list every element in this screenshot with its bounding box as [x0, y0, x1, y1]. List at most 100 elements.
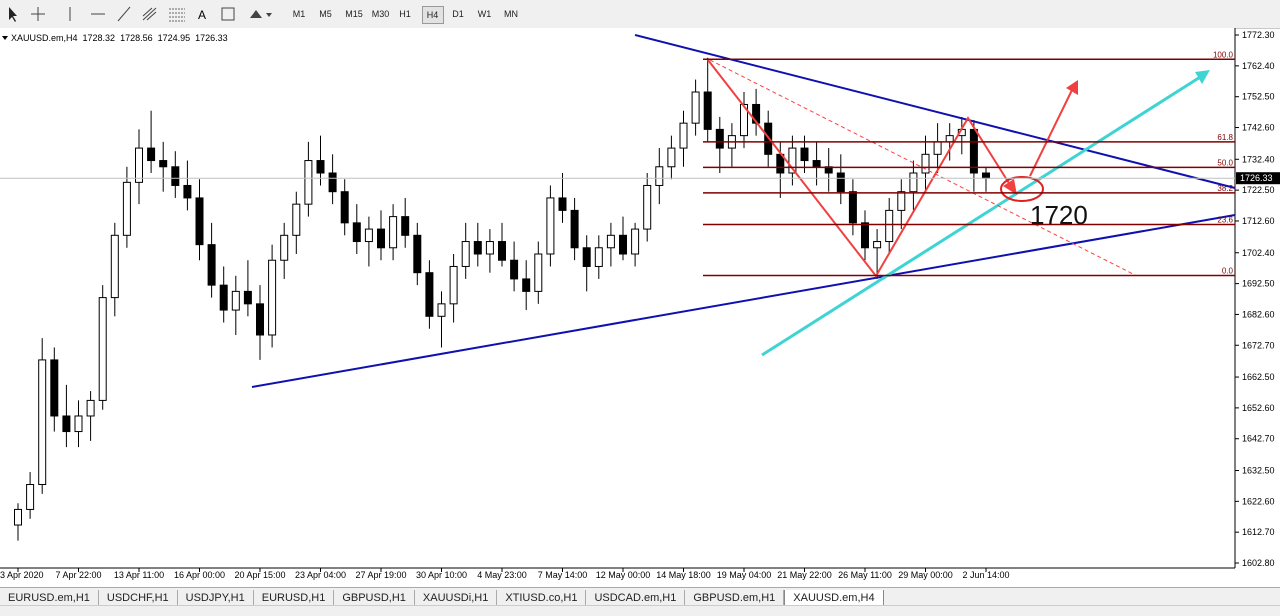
candle-body	[461, 241, 470, 267]
timeframe-button[interactable]: H4	[421, 6, 444, 24]
candle-body	[14, 508, 22, 526]
header-high: 1728.56	[120, 33, 153, 43]
x-tick-label: 7 Apr 22:00	[55, 570, 101, 580]
candle-body	[122, 181, 131, 236]
timeframe-button[interactable]: H1	[399, 9, 411, 19]
candle-body	[110, 234, 119, 299]
x-tick-label: 20 Apr 15:00	[234, 570, 285, 580]
y-tick-label: 1702.40	[1242, 248, 1275, 258]
y-tick-label: 1632.50	[1242, 465, 1275, 475]
candle-body	[546, 197, 555, 255]
candle-body	[50, 359, 59, 417]
chart-tab[interactable]: GBPUSD.em,H1	[685, 590, 785, 607]
candle-body	[38, 359, 47, 486]
cyan-trendline[interactable]	[761, 72, 1206, 357]
header-open: 1728.32	[83, 33, 116, 43]
candle-body	[485, 241, 494, 255]
y-tick-label: 1712.60	[1242, 216, 1275, 226]
candle-body	[268, 259, 277, 336]
candle-body	[558, 197, 567, 211]
y-tick-label: 1612.70	[1242, 527, 1275, 537]
candle-body	[969, 128, 978, 174]
chart-tab[interactable]: XAUUSDi,H1	[415, 590, 498, 607]
support-line[interactable]	[251, 214, 1236, 388]
candle-body	[377, 228, 385, 249]
timeframe-button[interactable]: W1	[477, 9, 492, 19]
candle-body	[933, 141, 942, 155]
chart-tab[interactable]: EURUSD,H1	[254, 590, 335, 607]
candle-body	[316, 160, 325, 174]
timeframe-button[interactable]: M5	[319, 9, 332, 19]
candle-body	[643, 184, 652, 230]
candle-body	[413, 234, 422, 274]
fibo-icon[interactable]	[169, 8, 185, 22]
crosshair-icon[interactable]	[31, 7, 45, 21]
y-tick-label: 1672.70	[1242, 340, 1275, 350]
timeframe-button[interactable]: M15	[345, 9, 363, 19]
toolbar-icons: A	[9, 6, 272, 22]
candle-body	[352, 222, 361, 243]
fib-label: 0.0	[1222, 266, 1234, 275]
chart-tab[interactable]: USDCHF,H1	[99, 590, 178, 607]
candle-body	[691, 91, 700, 124]
candle-body	[292, 203, 301, 236]
red-arrowhead	[1066, 80, 1078, 95]
timeframe-button[interactable]: D1	[452, 9, 464, 19]
candle-body	[679, 122, 688, 149]
candle-body	[897, 191, 906, 211]
fib-label: 50.0	[1217, 158, 1233, 167]
text-icon[interactable]: A	[198, 8, 206, 22]
candle-body	[183, 184, 192, 199]
chart-tab[interactable]: USDCAD.em,H1	[586, 590, 686, 607]
candle-body	[606, 234, 615, 249]
candle-body	[667, 147, 676, 168]
x-tick-label: 19 May 04:00	[717, 570, 772, 580]
candle-body	[219, 284, 228, 311]
shapes-icon[interactable]	[250, 10, 272, 18]
candle-body	[788, 147, 797, 174]
candle-body	[74, 415, 83, 433]
channel-icon[interactable]	[142, 7, 157, 21]
chart-tab[interactable]: EURUSD.em,H1	[0, 590, 99, 607]
chart-tabs: EURUSD.em,H1 USDCHF,H1 USDJPY,H1 EURUSD,H1 G…	[0, 587, 1280, 608]
timeframe-button[interactable]: M1	[292, 9, 306, 19]
target-ellipse[interactable]	[1000, 176, 1044, 202]
y-tick-label: 1742.60	[1242, 123, 1275, 133]
timeframe-button[interactable]: MN	[504, 9, 518, 19]
x-tick-label: 2 Jun 14:00	[962, 570, 1009, 580]
candle-body	[715, 128, 724, 149]
cursor-icon[interactable]	[9, 7, 17, 22]
x-tick-label: 14 May 18:00	[656, 570, 711, 580]
timeframe-button[interactable]: M30	[371, 9, 390, 19]
y-tick-label: 1652.60	[1242, 403, 1275, 413]
x-tick-label: 23 Apr 04:00	[295, 570, 346, 580]
candle-body	[62, 415, 71, 433]
candle-body	[207, 244, 216, 286]
annotation: 1720	[1030, 200, 1088, 230]
candle-body	[619, 234, 627, 255]
trendline-icon[interactable]	[117, 6, 131, 22]
label-icon[interactable]	[221, 7, 235, 21]
candle-body	[425, 272, 434, 317]
candle-body	[340, 191, 349, 224]
candle-body	[364, 228, 373, 243]
candle-body	[195, 197, 204, 246]
chart-tab[interactable]: GBPUSD,H1	[334, 590, 415, 607]
header-text: XAUUSD.em,H4 1728.32 1728.56 1724.95 1726.33	[11, 33, 228, 43]
candle-body	[873, 241, 882, 249]
red-arrow[interactable]	[1029, 87, 1074, 177]
candle-body	[243, 290, 252, 305]
chart-tab[interactable]: USDJPY,H1	[178, 590, 254, 607]
candle-body	[231, 290, 240, 311]
candle-body	[159, 160, 168, 168]
candle-body	[921, 153, 930, 174]
chart-tab[interactable]: XTIUSD.co,H1	[497, 590, 587, 607]
resistance-line[interactable]	[634, 34, 1236, 189]
x-tick-label: 29 May 00:00	[898, 570, 953, 580]
chart-tab[interactable]: XAUUSD.em,H4	[784, 590, 884, 608]
candle-body	[86, 399, 95, 417]
candle-body	[909, 172, 918, 193]
x-tick-label: 3 Apr 2020	[0, 570, 44, 580]
fib-label: 100.0	[1213, 50, 1234, 59]
candles	[14, 57, 990, 541]
